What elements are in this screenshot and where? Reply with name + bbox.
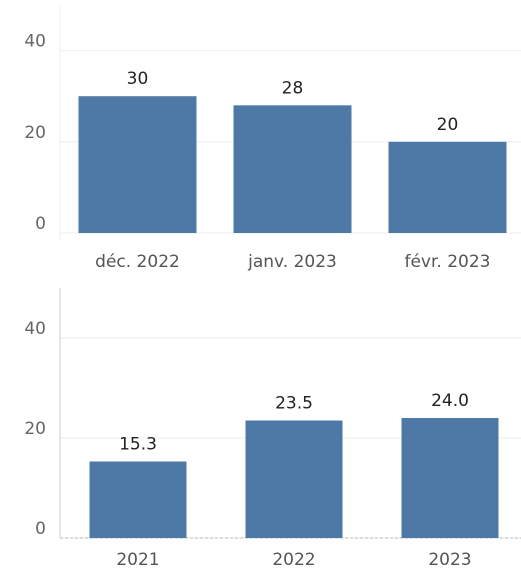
x-tick-label: févr. 2023 [404, 252, 490, 272]
x-tick-label: déc. 2022 [95, 252, 180, 272]
bar [78, 96, 197, 233]
bar [388, 141, 507, 233]
y-tick-label: 40 [24, 32, 46, 52]
y-tick-label: 20 [24, 419, 46, 439]
y-tick-label: 0 [35, 214, 46, 234]
x-tick-label: 2023 [428, 550, 471, 570]
x-tick-label: 2021 [116, 550, 159, 570]
bar [89, 461, 187, 538]
y-tick-label: 0 [35, 519, 46, 539]
data-label: 24.0 [431, 391, 469, 411]
bar [401, 418, 499, 538]
y-tick-label: 40 [24, 319, 46, 339]
data-label: 20 [437, 115, 459, 135]
x-tick-label: 2022 [272, 550, 315, 570]
data-label: 15.3 [119, 435, 157, 455]
y-tick-label: 20 [24, 123, 46, 143]
x-tick-label: janv. 2023 [247, 252, 337, 272]
bar [245, 420, 343, 538]
data-label: 30 [127, 69, 149, 89]
bar [233, 105, 352, 233]
data-label: 28 [282, 78, 304, 98]
data-label: 23.5 [275, 394, 313, 414]
